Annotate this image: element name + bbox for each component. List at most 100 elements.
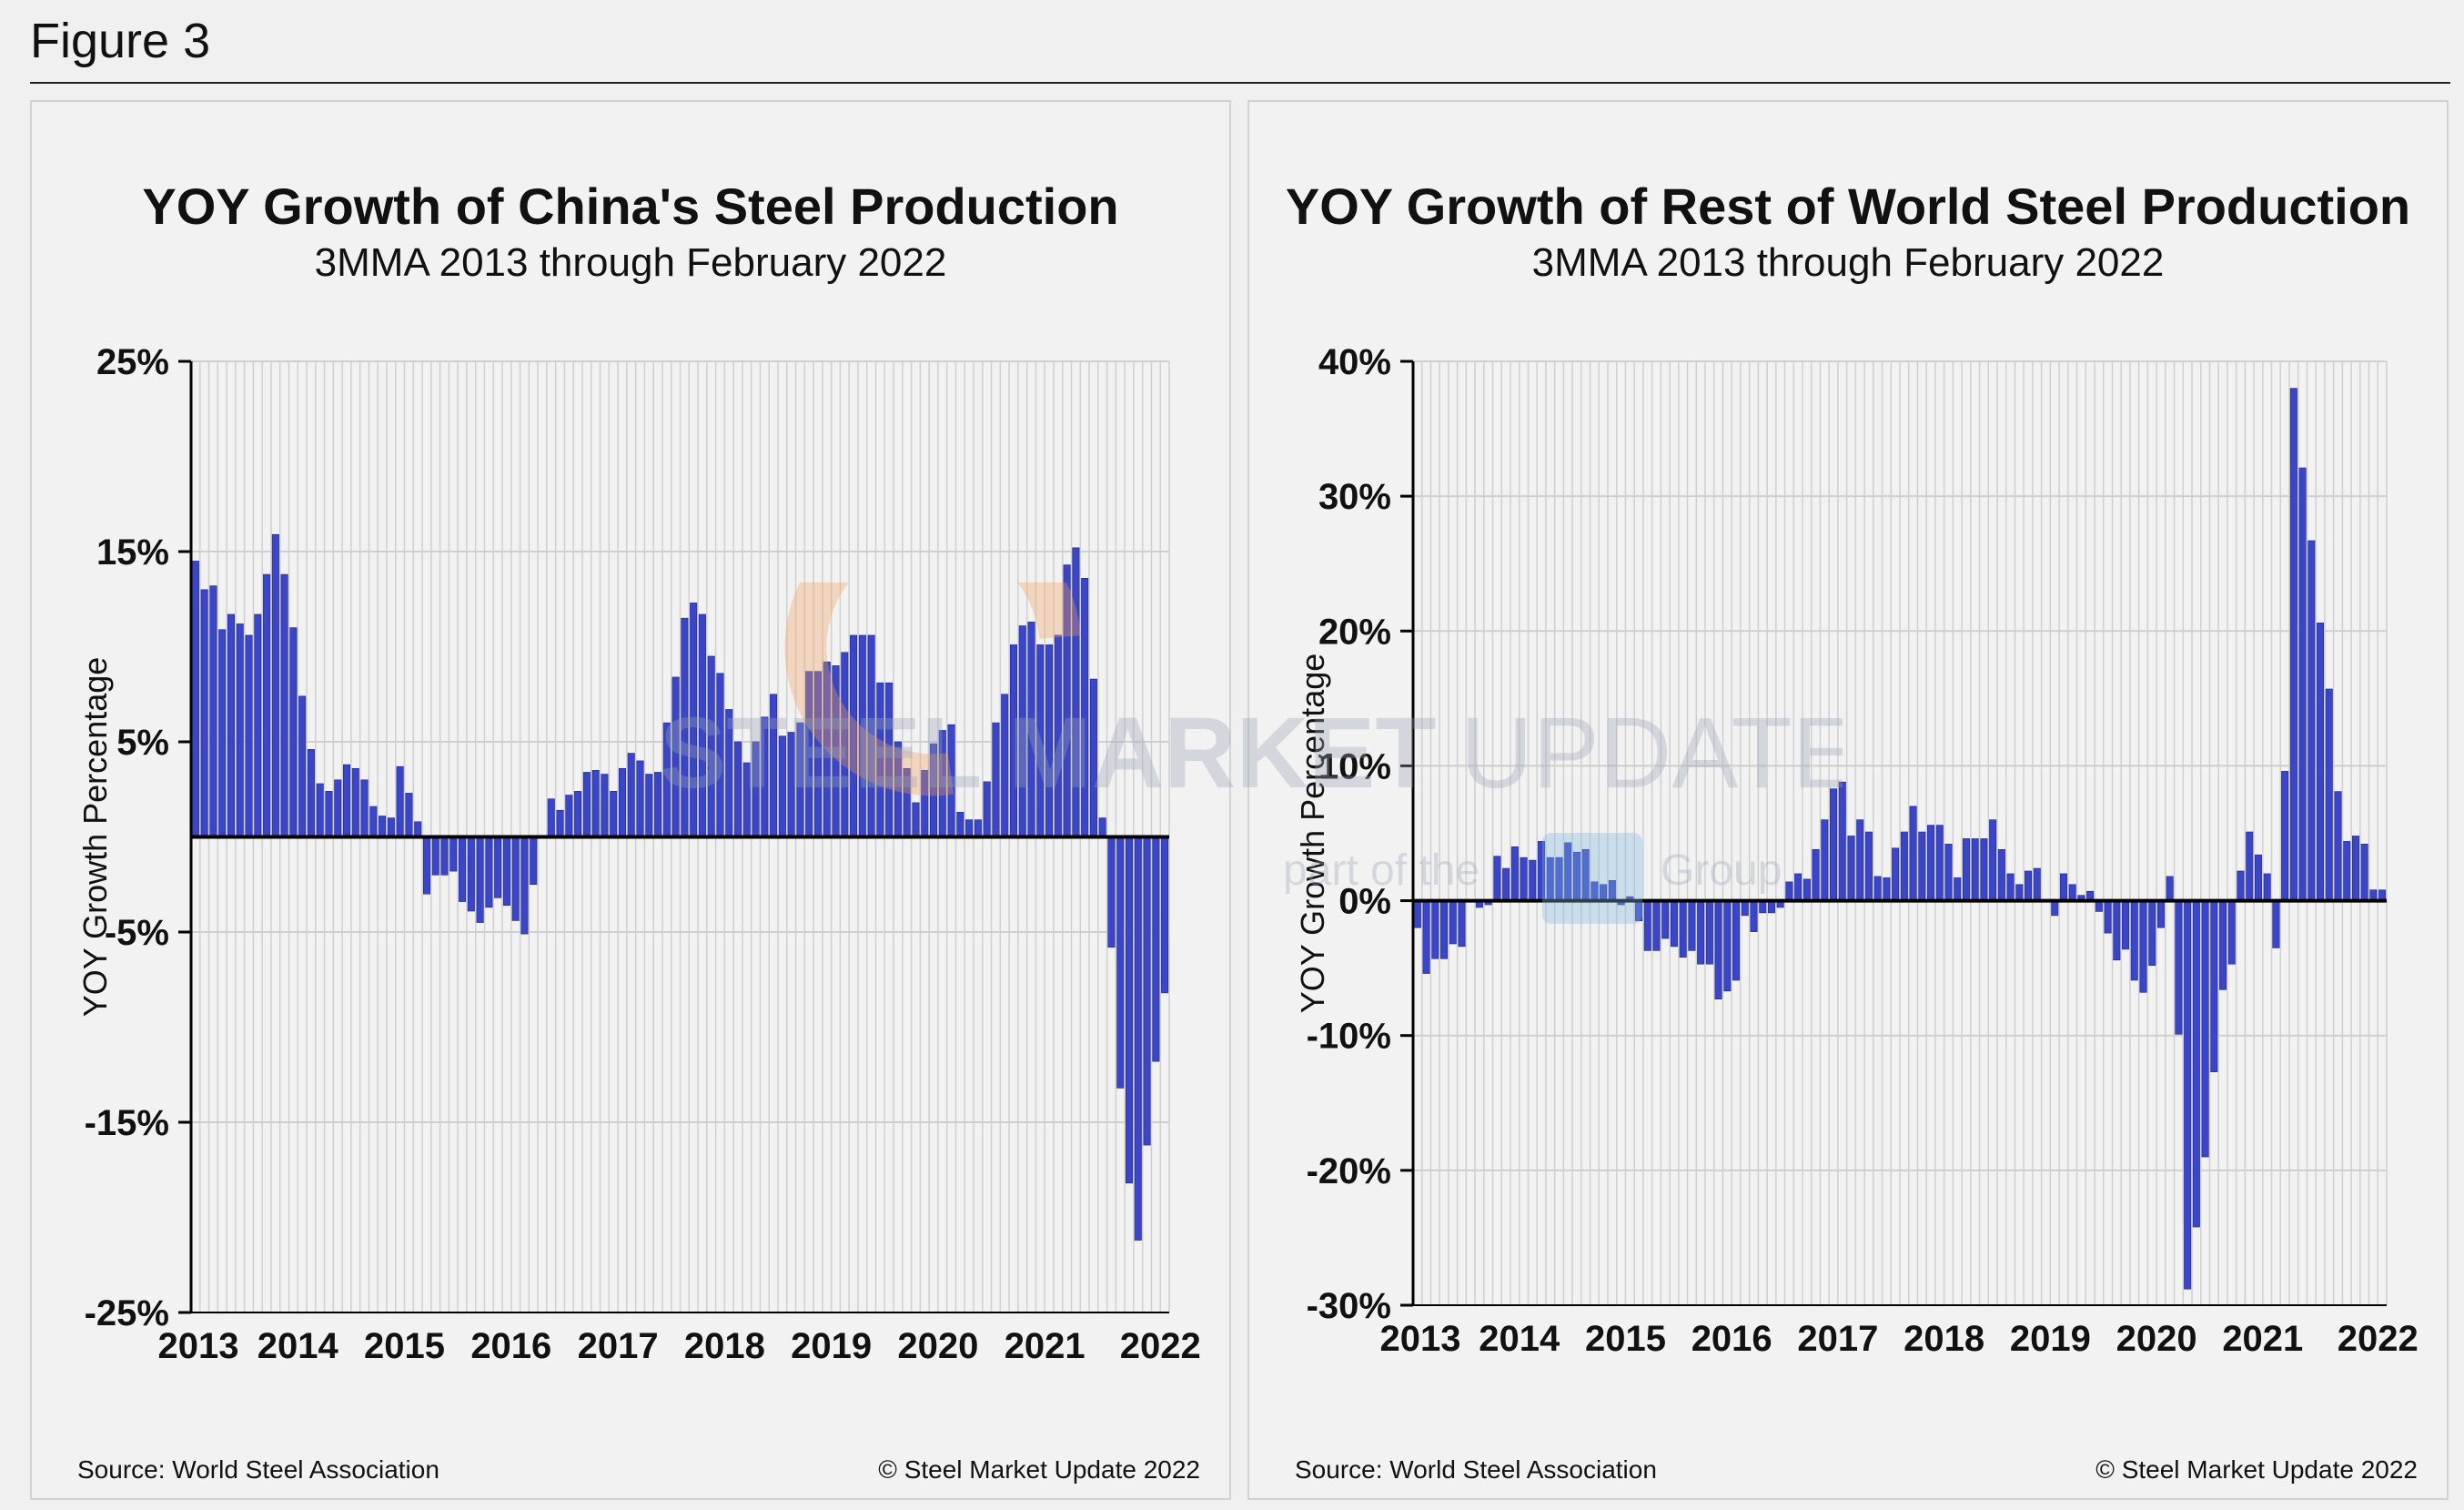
x-tick-label: 2021 <box>2222 1319 2303 1359</box>
bar <box>1045 644 1054 837</box>
bar <box>1458 900 1466 948</box>
x-tick-label: 2020 <box>2116 1319 2197 1359</box>
bar <box>440 836 449 876</box>
bar <box>681 617 689 837</box>
bar <box>520 836 529 935</box>
bar <box>1830 788 1838 901</box>
y-tick-label: -10% <box>1307 1017 1391 1057</box>
x-tick-label: 2022 <box>1120 1326 1201 1366</box>
bar <box>2025 870 2033 901</box>
bar <box>511 836 520 921</box>
bar <box>1098 817 1106 837</box>
bar <box>1714 900 1722 1000</box>
copyright-note: © Steel Market Update 2022 <box>878 1455 1200 1484</box>
bar <box>1785 881 1793 901</box>
gridlines <box>1412 360 2388 1306</box>
bar <box>316 783 324 837</box>
china-chart-panel: YOY Growth of China's Steel Production 3… <box>30 100 1231 1500</box>
bar <box>360 779 369 837</box>
bar <box>325 791 333 837</box>
bar <box>565 795 573 837</box>
bar <box>610 791 618 837</box>
copyright-note: © Steel Market Update 2022 <box>2095 1455 2418 1484</box>
bar <box>2006 873 2015 901</box>
bar <box>556 809 564 837</box>
bar <box>885 682 894 837</box>
chart-title: YOY Growth of Rest of World Steel Produc… <box>1285 177 2411 235</box>
bar <box>414 821 422 837</box>
bar <box>627 753 635 837</box>
x-tick-label: 2022 <box>2338 1319 2419 1359</box>
x-tick-label: 2016 <box>1691 1319 1772 1359</box>
bar <box>387 817 395 837</box>
bar <box>1590 881 1599 901</box>
bar <box>1608 880 1616 901</box>
bar <box>379 816 387 837</box>
bar <box>1892 847 1900 901</box>
bar <box>254 613 262 837</box>
y-tick-label: 15% <box>96 532 169 573</box>
x-tick-label: 2013 <box>158 1326 239 1366</box>
bar <box>1732 900 1741 981</box>
bar <box>449 836 458 872</box>
y-tick-label: 0% <box>1338 882 1391 922</box>
y-tick-label: -5% <box>105 913 169 953</box>
bar <box>191 561 199 837</box>
bar <box>547 798 555 837</box>
bar <box>770 694 778 837</box>
bar <box>1697 900 1705 965</box>
figure-title-rule <box>30 82 2450 84</box>
bar <box>200 589 208 837</box>
bar <box>1081 577 1089 837</box>
bar <box>2254 854 2262 901</box>
bar <box>983 781 991 837</box>
x-tick-label: 2021 <box>1005 1326 1086 1366</box>
x-tick-label: 2018 <box>1904 1319 1984 1359</box>
bar <box>2343 841 2351 901</box>
bar <box>1723 900 1732 992</box>
bar <box>974 819 982 837</box>
bar <box>2166 876 2174 901</box>
bar <box>894 741 902 837</box>
bar <box>431 836 439 876</box>
bar <box>1900 831 1908 901</box>
bar <box>1440 900 1449 959</box>
bar <box>707 655 715 837</box>
bar <box>2351 836 2359 901</box>
bar <box>1803 878 1811 901</box>
bar <box>787 732 795 837</box>
bar <box>591 770 600 837</box>
bar <box>405 793 413 837</box>
bar <box>1018 625 1026 837</box>
bar <box>1036 644 1045 837</box>
bar <box>1510 846 1519 901</box>
bar <box>645 774 653 837</box>
bar <box>921 770 929 837</box>
bar <box>1856 819 1864 901</box>
x-tick-label: 2015 <box>1585 1319 1666 1359</box>
bar <box>307 749 315 837</box>
bar <box>1954 877 1962 901</box>
bar <box>1838 781 1846 901</box>
bar <box>2246 831 2254 901</box>
bar <box>1413 900 1421 928</box>
bar <box>1116 836 1125 1089</box>
bar <box>1883 877 1891 901</box>
source-note: Source: World Steel Association <box>1295 1455 1657 1484</box>
y-tick-label: 20% <box>1318 612 1391 652</box>
x-tick-label: 2014 <box>258 1326 339 1366</box>
x-tick-label: 2016 <box>470 1326 551 1366</box>
bar <box>2227 900 2236 965</box>
bar <box>1741 900 1749 917</box>
bar <box>334 779 342 837</box>
bar <box>1989 819 1997 901</box>
bar <box>1134 836 1142 1241</box>
bar <box>2272 900 2280 948</box>
bar <box>2184 900 2192 1290</box>
source-note: Source: World Steel Association <box>77 1455 439 1484</box>
bar <box>1143 836 1151 1146</box>
bar <box>2192 900 2200 1228</box>
bar <box>2130 900 2138 981</box>
bar <box>1581 848 1590 901</box>
bar <box>1564 842 1572 901</box>
